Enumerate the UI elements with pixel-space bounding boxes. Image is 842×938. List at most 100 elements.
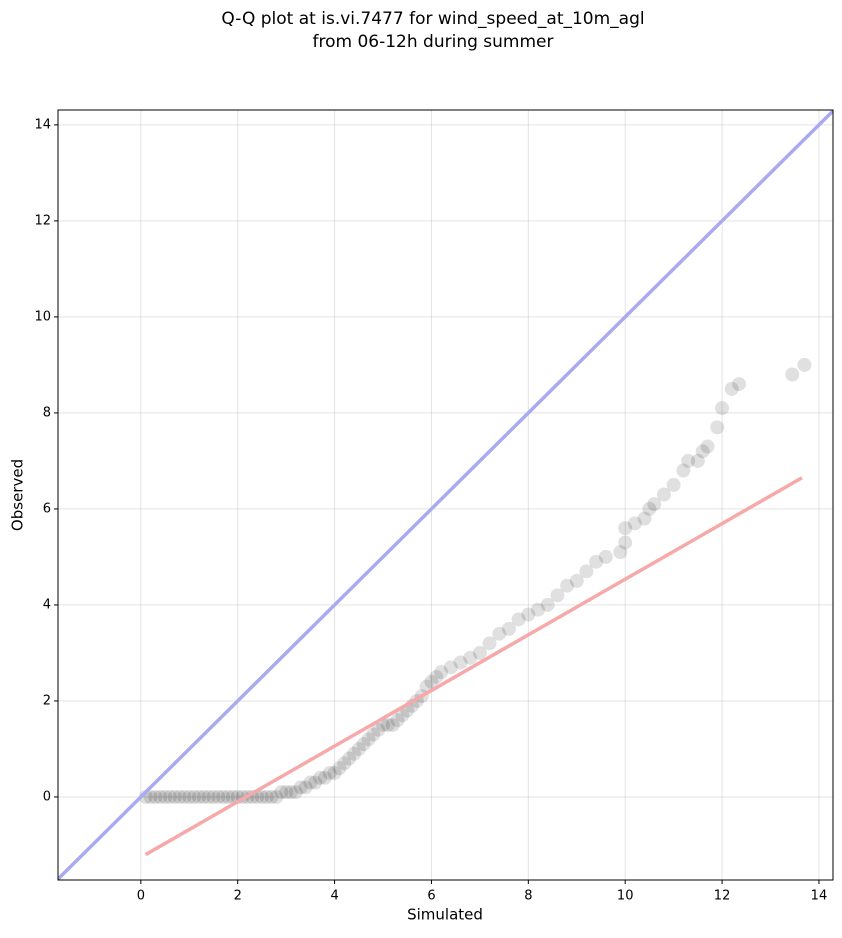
point <box>429 669 444 684</box>
point <box>390 713 405 728</box>
point <box>274 785 289 800</box>
y-tick-label: 4 <box>43 597 51 612</box>
point <box>618 521 633 536</box>
point <box>589 554 604 569</box>
point <box>283 785 298 800</box>
point <box>732 377 747 392</box>
point <box>424 674 439 689</box>
point <box>531 602 546 617</box>
x-axis-label: Simulated <box>407 906 483 924</box>
point <box>613 545 628 560</box>
y-axis-label: Observed <box>9 459 27 531</box>
point <box>521 607 536 622</box>
point <box>366 727 381 742</box>
y-tick-label: 2 <box>43 693 51 708</box>
point <box>279 785 294 800</box>
point <box>172 789 187 804</box>
point <box>724 381 739 396</box>
y-tick-label: 0 <box>43 789 51 804</box>
point <box>342 751 357 766</box>
point <box>681 453 696 468</box>
point <box>216 789 231 804</box>
point <box>337 756 352 771</box>
point <box>298 780 313 795</box>
point <box>143 789 158 804</box>
point <box>472 645 487 660</box>
point <box>463 650 478 665</box>
point <box>317 770 332 785</box>
reference-line <box>144 476 803 857</box>
x-tick-label: 0 <box>137 889 145 904</box>
point <box>482 636 497 651</box>
plot-frame <box>57 109 834 881</box>
point <box>201 789 216 804</box>
point <box>443 660 458 675</box>
point <box>700 439 715 454</box>
y-tick-label: 10 <box>34 309 51 324</box>
point <box>308 775 323 790</box>
x-tick-label: 6 <box>427 889 435 904</box>
y-tick-label: 8 <box>43 405 51 420</box>
point <box>254 789 269 804</box>
point <box>221 789 236 804</box>
point <box>550 588 565 603</box>
point <box>715 401 730 416</box>
point <box>158 789 173 804</box>
point <box>206 789 221 804</box>
point <box>293 780 308 795</box>
point <box>560 578 575 593</box>
point <box>695 444 710 459</box>
y-tick-label: 14 <box>34 117 51 132</box>
point <box>501 621 516 636</box>
point <box>540 597 555 612</box>
point <box>453 655 468 670</box>
point <box>395 708 410 723</box>
point <box>162 789 177 804</box>
point <box>710 420 725 435</box>
point <box>313 770 328 785</box>
point <box>225 789 240 804</box>
point <box>196 789 211 804</box>
point <box>380 717 395 732</box>
point <box>259 789 274 804</box>
point <box>361 732 376 747</box>
point <box>434 665 449 680</box>
point <box>167 789 182 804</box>
point <box>322 765 337 780</box>
point <box>569 573 584 588</box>
point <box>327 765 342 780</box>
point <box>356 737 371 752</box>
chart-subtitle: from 06-12h during summer <box>313 32 554 52</box>
point <box>351 741 366 756</box>
reference-line <box>58 110 833 880</box>
x-tick-label: 10 <box>617 889 634 904</box>
point <box>182 789 197 804</box>
chart-title: Q-Q plot at is.vi.7477 for wind_speed_at… <box>221 9 644 29</box>
point <box>492 626 507 641</box>
point <box>511 612 526 627</box>
plot-area <box>58 110 833 880</box>
point <box>371 722 386 737</box>
point <box>303 775 318 790</box>
y-tick-label: 12 <box>34 213 51 228</box>
x-tick-label: 4 <box>330 889 338 904</box>
point <box>676 463 691 478</box>
point <box>656 487 671 502</box>
point <box>690 453 705 468</box>
point <box>264 789 279 804</box>
point <box>187 789 202 804</box>
point <box>637 511 652 526</box>
point <box>647 497 662 512</box>
point <box>627 516 642 531</box>
point <box>148 789 163 804</box>
point <box>177 789 192 804</box>
y-tick-label: 6 <box>43 501 51 516</box>
point <box>269 789 284 804</box>
point <box>642 501 657 516</box>
point <box>797 357 812 372</box>
point <box>346 746 361 761</box>
point <box>598 549 613 564</box>
point <box>785 367 800 382</box>
x-tick-label: 12 <box>714 889 731 904</box>
